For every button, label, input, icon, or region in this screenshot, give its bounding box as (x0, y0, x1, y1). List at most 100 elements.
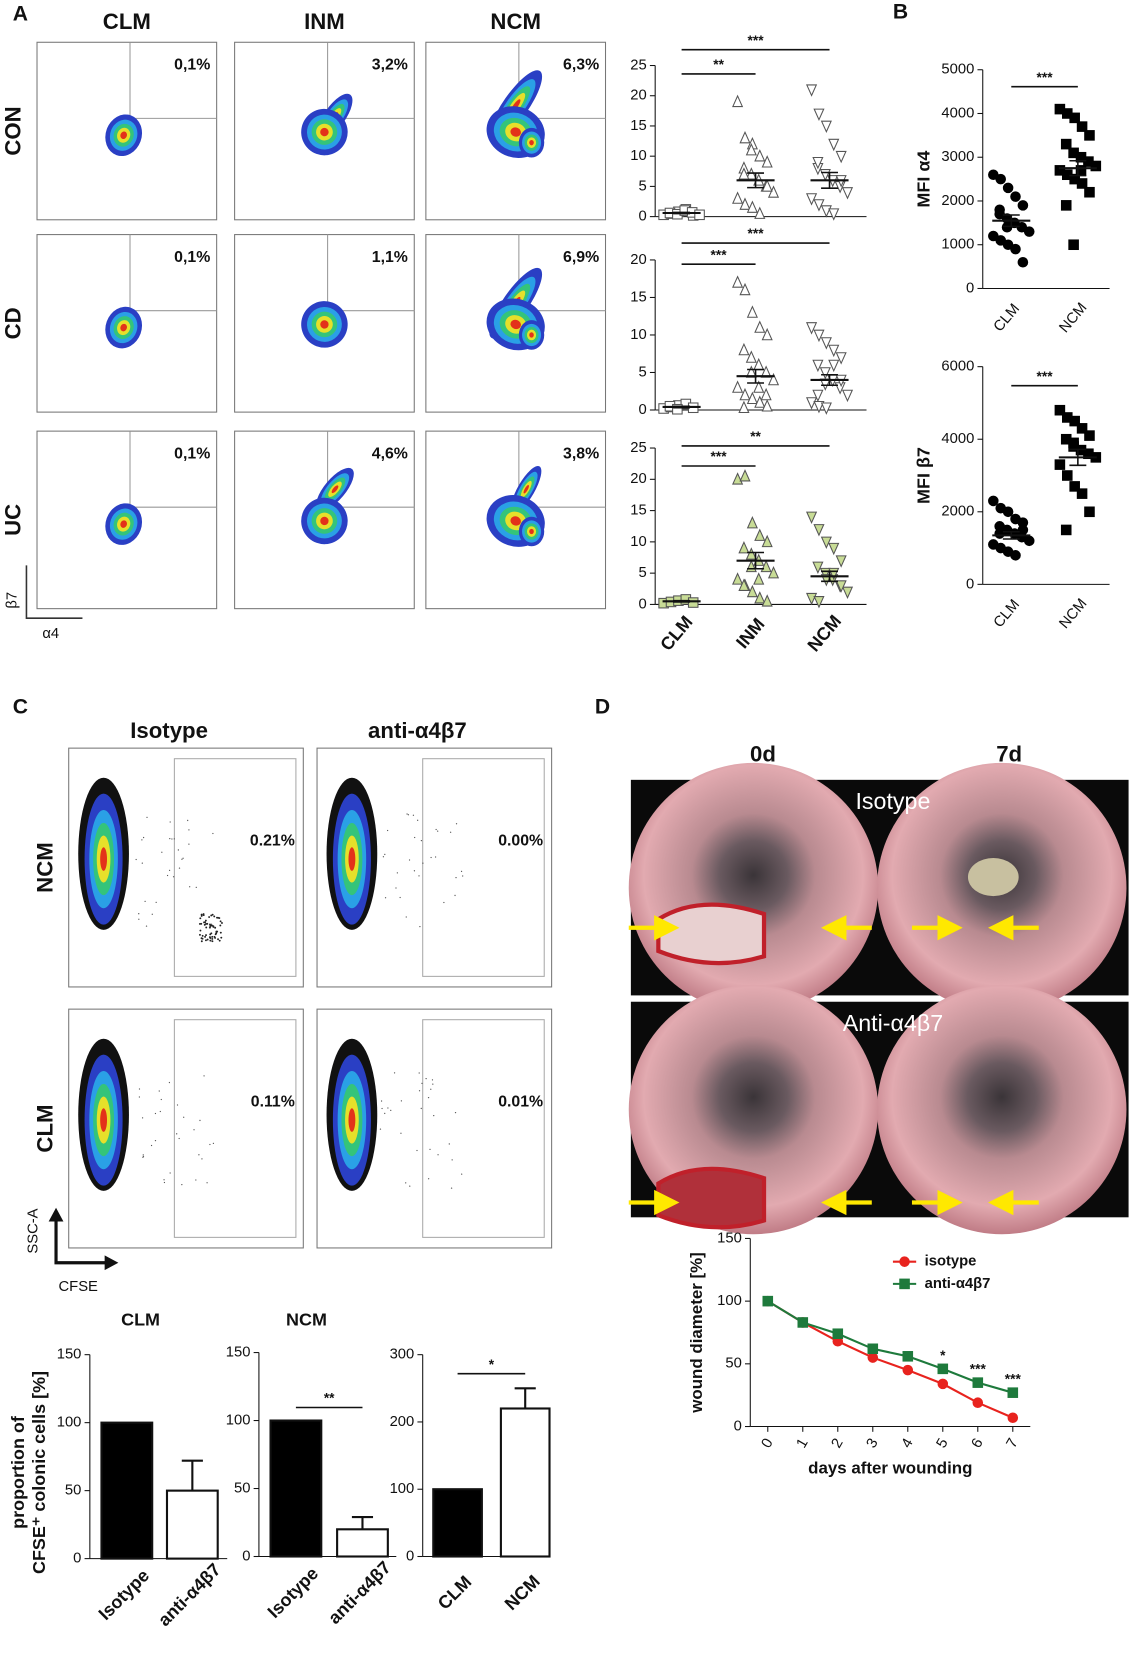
flow-plot (234, 234, 415, 413)
dot (417, 819, 419, 821)
point (805, 397, 818, 410)
dot (414, 836, 416, 839)
sem-bar (821, 171, 838, 190)
y-tick-label: 10 (630, 327, 646, 343)
density (120, 323, 127, 332)
percentage: 6,9% (563, 249, 599, 266)
point (805, 322, 818, 335)
dot (409, 1185, 411, 1187)
point (732, 191, 744, 204)
dot (432, 1083, 434, 1085)
dot (449, 831, 452, 833)
point (835, 352, 847, 365)
panel-label: D (595, 696, 610, 719)
dot (200, 922, 203, 925)
dot (138, 918, 140, 920)
dot (168, 1081, 171, 1084)
error-bar (351, 1516, 374, 1530)
dot (435, 828, 437, 831)
dot (212, 925, 215, 928)
sem-bar (747, 551, 765, 570)
significance: * (940, 1348, 946, 1363)
point (835, 580, 847, 593)
dot (416, 1149, 418, 1152)
dot (173, 838, 175, 840)
point (1068, 239, 1079, 251)
dot (430, 1088, 432, 1090)
dot (177, 849, 179, 851)
point (760, 387, 772, 401)
point (739, 197, 751, 210)
point (738, 400, 750, 414)
point (841, 187, 854, 200)
point (746, 516, 758, 529)
point (1084, 186, 1095, 198)
point (1076, 488, 1088, 499)
y-tick-label: 2000 (941, 504, 974, 520)
dot (427, 1178, 430, 1180)
point (738, 578, 750, 591)
dot (145, 925, 148, 927)
point (754, 206, 766, 219)
dot (142, 836, 145, 839)
point (746, 305, 758, 318)
dot (215, 932, 218, 935)
point (1084, 430, 1095, 441)
x-tick-label: NCM (804, 611, 846, 655)
dot (205, 922, 207, 925)
point (813, 199, 825, 212)
axis-label: CFSE (59, 1279, 99, 1295)
dot (210, 914, 213, 917)
dot (384, 1112, 386, 1115)
y-tick-label: 5 (638, 364, 646, 380)
dot (400, 1100, 403, 1102)
significance: *** (711, 247, 728, 262)
point (746, 391, 758, 405)
dot (151, 913, 153, 915)
point (820, 536, 832, 549)
flow-plot (425, 234, 607, 413)
row-label: Anti-α4β7 (843, 1010, 943, 1036)
point (1069, 112, 1080, 124)
dot (380, 1100, 383, 1102)
percentage: 6,3% (563, 57, 599, 74)
x-tick-label: 5 (934, 1436, 952, 1451)
point (841, 586, 854, 600)
point (754, 395, 766, 408)
dot (418, 1090, 421, 1092)
dot (183, 1116, 185, 1118)
point (761, 399, 773, 412)
point (754, 149, 766, 162)
flow-plot (68, 747, 304, 988)
y-tick-label: 5000 (941, 62, 974, 78)
x-tick-label: CLM (434, 1572, 476, 1614)
significance: *** (970, 1362, 987, 1377)
dot (215, 930, 218, 933)
y-tick-label: 5 (638, 178, 646, 194)
dot (142, 1156, 145, 1158)
row-header: CD (1, 307, 26, 339)
y-tick-label: 4000 (941, 105, 974, 121)
point (761, 155, 773, 168)
column-header: 7d (996, 741, 1022, 766)
dot (201, 1158, 203, 1160)
y-tick-label: 20 (630, 88, 646, 104)
dot (211, 937, 214, 940)
wound (656, 1166, 767, 1230)
significance: *** (1037, 369, 1054, 384)
dot (172, 876, 175, 878)
dot (422, 862, 424, 864)
sem-bar (821, 570, 838, 583)
y-axis-label: MFI α4 (913, 151, 933, 208)
axis-label: β7 (5, 592, 21, 609)
point (745, 547, 757, 560)
dot (220, 936, 223, 939)
dot (206, 938, 209, 941)
dot (178, 867, 181, 869)
dot (390, 1109, 392, 1112)
dot (381, 1107, 383, 1110)
dot (176, 1104, 179, 1106)
y-tick-label: 15 (630, 289, 646, 305)
y-axis-label: wound diameter [%] (687, 1252, 706, 1413)
dot (189, 886, 191, 888)
